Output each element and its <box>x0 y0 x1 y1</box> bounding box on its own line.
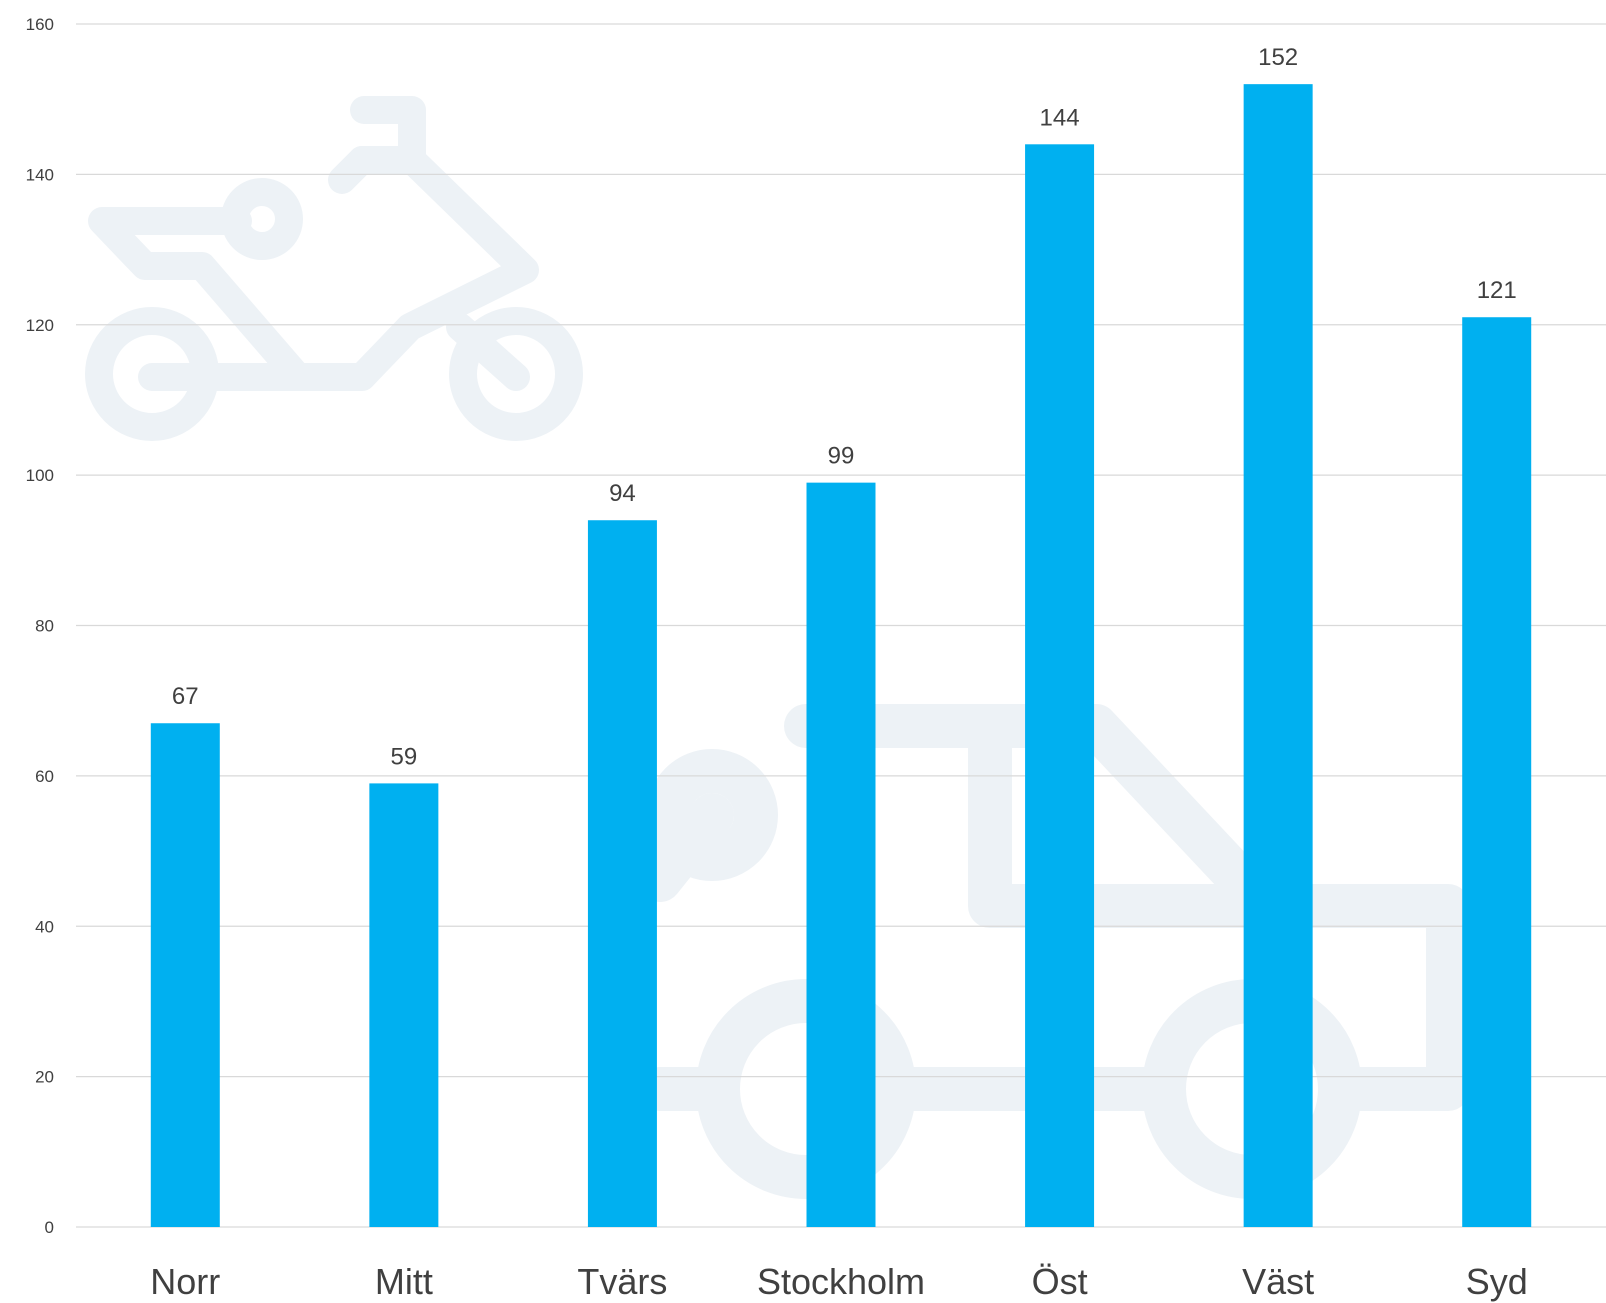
data-label: 67 <box>172 683 199 710</box>
bar-mitt <box>369 783 439 1227</box>
x-tick-label: Mitt <box>375 1261 433 1302</box>
y-tick-label: 60 <box>35 767 54 786</box>
y-axis-ticks: 0 20 40 60 80 100 120 140 160 <box>26 15 54 1237</box>
data-label: 59 <box>391 743 418 770</box>
bar-tvärs <box>587 520 657 1227</box>
x-tick-label: Öst <box>1032 1261 1088 1302</box>
bar-syd <box>1462 317 1532 1227</box>
data-label: 121 <box>1477 277 1517 304</box>
x-tick-label: Norr <box>150 1261 220 1302</box>
y-tick-label: 160 <box>26 15 54 34</box>
y-tick-label: 20 <box>35 1068 54 1087</box>
data-label: 152 <box>1258 44 1298 71</box>
motorcycle-icon <box>85 96 583 441</box>
y-tick-label: 120 <box>26 316 54 335</box>
data-label: 94 <box>609 480 636 507</box>
x-axis-ticks: Norr Mitt Tvärs Stockholm Öst Väst Syd <box>150 1261 1527 1302</box>
bar-väst <box>1243 84 1313 1227</box>
y-tick-label: 40 <box>35 917 54 936</box>
y-tick-label: 0 <box>45 1218 54 1237</box>
bar-stockholm <box>806 482 876 1227</box>
data-labels: 67 59 94 99 144 152 121 <box>172 44 1517 770</box>
data-label: 99 <box>828 443 855 470</box>
x-tick-label: Syd <box>1466 1261 1528 1302</box>
x-tick-label: Tvärs <box>577 1261 667 1302</box>
bar-norr <box>150 723 220 1227</box>
bar-öst <box>1025 144 1095 1227</box>
x-tick-label: Stockholm <box>757 1261 925 1302</box>
data-label: 144 <box>1040 104 1080 131</box>
bars <box>150 84 1532 1227</box>
y-tick-label: 100 <box>26 466 54 485</box>
y-tick-label: 80 <box>35 617 54 636</box>
y-tick-label: 140 <box>26 165 54 184</box>
x-tick-label: Väst <box>1242 1261 1314 1302</box>
